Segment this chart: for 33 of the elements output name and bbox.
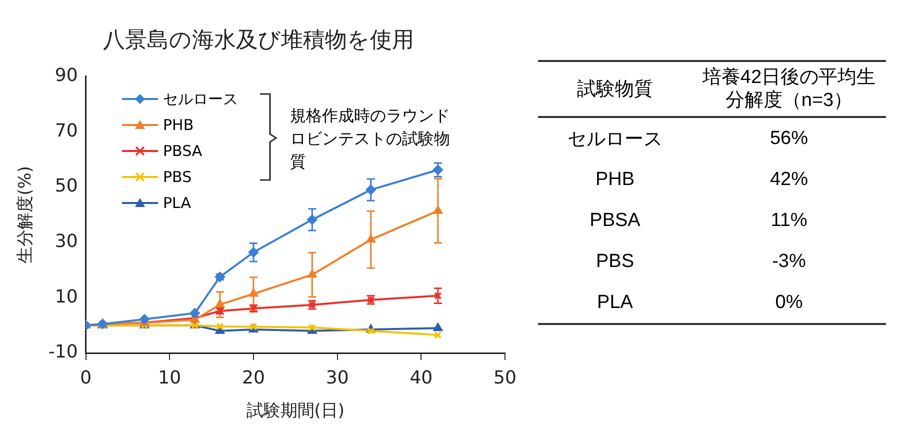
- y-tick-label: 50: [54, 176, 78, 197]
- legend-label: PLA: [163, 194, 192, 212]
- text: PBSA: [588, 208, 642, 232]
- x-tick-label: 0: [80, 367, 92, 388]
- y-axis-title: 生分解度(%): [16, 166, 36, 264]
- text: 42%: [768, 168, 810, 192]
- annotation: 規格作成時のラウンドロビンテストの試験物質: [290, 105, 451, 173]
- legend-label: PBSA: [163, 142, 202, 160]
- y-tick-label: 70: [54, 120, 78, 142]
- x-tick-label: 50: [494, 367, 516, 388]
- legend-label: PBS: [163, 168, 192, 186]
- x-tick-label: 30: [326, 367, 349, 388]
- chart-title: 八景島の海水及び堆積物を使用: [103, 28, 414, 53]
- y-tick-label: 90: [54, 65, 78, 86]
- x-tick-label: 10: [158, 367, 182, 388]
- text: 培養42日後の平均生分解度（n=3）: [692, 61, 886, 117]
- text: PBS: [594, 250, 636, 274]
- x-tick-label: 20: [242, 367, 265, 388]
- text: 試験物質: [538, 61, 692, 117]
- text: セルロース: [566, 128, 664, 152]
- text: PLA: [538, 282, 692, 324]
- y-tick-label: -10: [48, 342, 78, 363]
- y-tick-label: 30: [54, 231, 78, 252]
- text: PHB: [594, 168, 636, 192]
- legend-label: セルロース: [163, 90, 238, 108]
- text: -3%: [771, 250, 807, 274]
- text: 56%: [768, 126, 810, 150]
- text: 0%: [692, 282, 886, 324]
- legend-label: PHB: [163, 116, 194, 134]
- text: 11%: [770, 208, 808, 232]
- y-tick-label: 10: [54, 286, 78, 308]
- x-tick-label: 40: [410, 367, 433, 388]
- x-axis-title: 試験期間(日): [246, 401, 345, 422]
